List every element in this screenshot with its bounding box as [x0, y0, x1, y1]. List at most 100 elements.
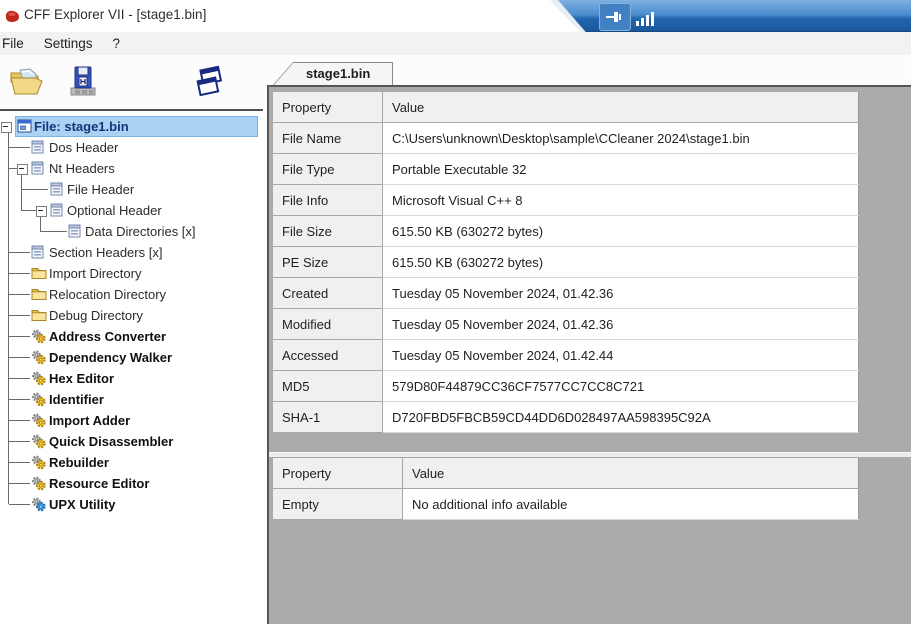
tree-connector [9, 399, 30, 400]
tree-item-upx-utility[interactable]: UPX Utility [0, 494, 261, 515]
table-row[interactable]: Accessed Tuesday 05 November 2024, 01.42.… [272, 339, 859, 371]
menu-file[interactable]: File [2, 36, 24, 51]
property-cell: Empty [272, 488, 403, 520]
tree-connector [9, 462, 30, 463]
gears-icon [31, 329, 47, 344]
folder-icon [31, 287, 47, 302]
tree-item-data-directories-x[interactable]: Data Directories [x] [0, 221, 261, 242]
tree-connector [9, 147, 30, 148]
table-row[interactable]: Created Tuesday 05 November 2024, 01.42.3… [272, 277, 859, 309]
tree-item-address-converter[interactable]: Address Converter [0, 326, 261, 347]
table-row[interactable]: File Size 615.50 KB (630272 bytes) [272, 215, 859, 247]
value-cell: Microsoft Visual C++ 8 [382, 184, 859, 216]
property-cell: MD5 [272, 370, 383, 402]
pin-icon[interactable] [599, 3, 631, 31]
property-cell: Created [272, 277, 383, 309]
tab-label: stage1.bin [306, 66, 371, 81]
tree-connector [9, 336, 30, 337]
table-row[interactable]: SHA-1 D720FBD5FBCB59CD44DD6D028497AA59839… [272, 401, 859, 433]
tree-item-label: Import Directory [49, 266, 142, 281]
table-header-row: Property Value [272, 457, 859, 489]
collapse-toggle-icon[interactable] [1, 122, 12, 133]
tree-item-label: Rebuilder [49, 455, 109, 470]
file-properties-table: Property Value File Name C:\Users\unknown\D… [272, 91, 859, 433]
window-title: CFF Explorer VII - [stage1.bin] [24, 7, 207, 22]
value-cell: 615.50 KB (630272 bytes) [382, 215, 859, 247]
tree-item-label: Nt Headers [49, 161, 115, 176]
report-icon [31, 245, 47, 260]
app-logo-icon [4, 8, 21, 30]
menu-help[interactable]: ? [112, 36, 121, 51]
tree-item-file-stage1-bin[interactable]: File: stage1.bin [0, 116, 261, 137]
value-cell: Value [402, 457, 859, 489]
tree-connector [9, 441, 30, 442]
tree-item-hex-editor[interactable]: Hex Editor [0, 368, 261, 389]
table-row[interactable]: File Type Portable Executable 32 [272, 153, 859, 185]
tree-connector [9, 315, 30, 316]
tree-item-label: UPX Utility [49, 497, 116, 512]
property-cell: Accessed [272, 339, 383, 371]
value-cell: 615.50 KB (630272 bytes) [382, 246, 859, 278]
menu-settings[interactable]: Settings [43, 36, 93, 51]
tab-stage1-bin[interactable]: stage1.bin [272, 62, 393, 86]
tree-connector [8, 131, 9, 504]
tree-connector [9, 483, 30, 484]
tree-item-relocation-directory[interactable]: Relocation Directory [0, 284, 261, 305]
tree-item-debug-directory[interactable]: Debug Directory [0, 305, 261, 326]
gears-icon [31, 350, 47, 365]
tree-item-identifier[interactable]: Identifier [0, 389, 261, 410]
tree-item-label: File: stage1.bin [34, 119, 129, 134]
value-cell: D720FBD5FBCB59CD44DD6D028497AA598395C92A [382, 401, 859, 433]
tree-item-label: Dos Header [49, 140, 119, 155]
gears-icon [31, 434, 47, 449]
folder-icon [31, 266, 47, 281]
tree-item-dos-header[interactable]: Dos Header [0, 137, 261, 158]
save-file-icon[interactable] [62, 61, 104, 103]
tree-connector [9, 252, 30, 253]
value-cell: Portable Executable 32 [382, 153, 859, 185]
app-window-icon [17, 119, 33, 134]
gears-icon [31, 476, 47, 491]
tree-item-import-directory[interactable]: Import Directory [0, 263, 261, 284]
table-row[interactable]: MD5 579D80F44879CC36CF7577CC7CC8C721 [272, 370, 859, 402]
report-icon [31, 140, 47, 155]
tree-item-label: Import Adder [49, 413, 131, 428]
table-row[interactable]: PE Size 615.50 KB (630272 bytes) [272, 246, 859, 278]
tree-connector [41, 231, 67, 232]
tree-item-label: Section Headers [x] [49, 245, 163, 260]
tree-selection-highlight [15, 116, 258, 137]
tree-connector [9, 504, 30, 505]
value-cell: Tuesday 05 November 2024, 01.42.36 [382, 277, 859, 309]
tree-item-resource-editor[interactable]: Resource Editor [0, 473, 261, 494]
signal-bars-icon[interactable] [636, 11, 658, 26]
gears-icon [31, 455, 47, 470]
property-cell: Modified [272, 308, 383, 340]
value-cell: No additional info available [402, 488, 859, 520]
tree-item-section-headers-x[interactable]: Section Headers [x] [0, 242, 261, 263]
tree-connector [9, 357, 30, 358]
collapse-toggle-icon[interactable] [17, 164, 28, 175]
tree-item-label: Identifier [49, 392, 104, 407]
pane-splitter[interactable] [269, 452, 911, 457]
open-file-icon[interactable] [6, 61, 48, 103]
report-icon [68, 224, 84, 239]
property-cell: File Size [272, 215, 383, 247]
table-row[interactable]: Empty No additional info available [272, 488, 859, 520]
tree-item-dependency-walker[interactable]: Dependency Walker [0, 347, 261, 368]
tree-item-rebuilder[interactable]: Rebuilder [0, 452, 261, 473]
value-cell: C:\Users\unknown\Desktop\sample\CCleaner… [382, 122, 859, 154]
tree-item-file-header[interactable]: File Header [0, 179, 261, 200]
table-header-row: Property Value [272, 91, 859, 123]
tree-item-nt-headers[interactable]: Nt Headers [0, 158, 261, 179]
table-row[interactable]: File Info Microsoft Visual C++ 8 [272, 184, 859, 216]
table-row[interactable]: File Name C:\Users\unknown\Desktop\sample… [272, 122, 859, 154]
tree-item-import-adder[interactable]: Import Adder [0, 410, 261, 431]
property-cell: PE Size [272, 246, 383, 278]
tree-item-optional-header[interactable]: Optional Header [0, 200, 261, 221]
tree-item-label: Resource Editor [49, 476, 150, 491]
collapse-toggle-icon[interactable] [36, 206, 47, 217]
table-row[interactable]: Modified Tuesday 05 November 2024, 01.42.… [272, 308, 859, 340]
report-icon [50, 203, 66, 218]
tree-item-quick-disassembler[interactable]: Quick Disassembler [0, 431, 261, 452]
cascade-windows-icon[interactable] [188, 61, 230, 103]
